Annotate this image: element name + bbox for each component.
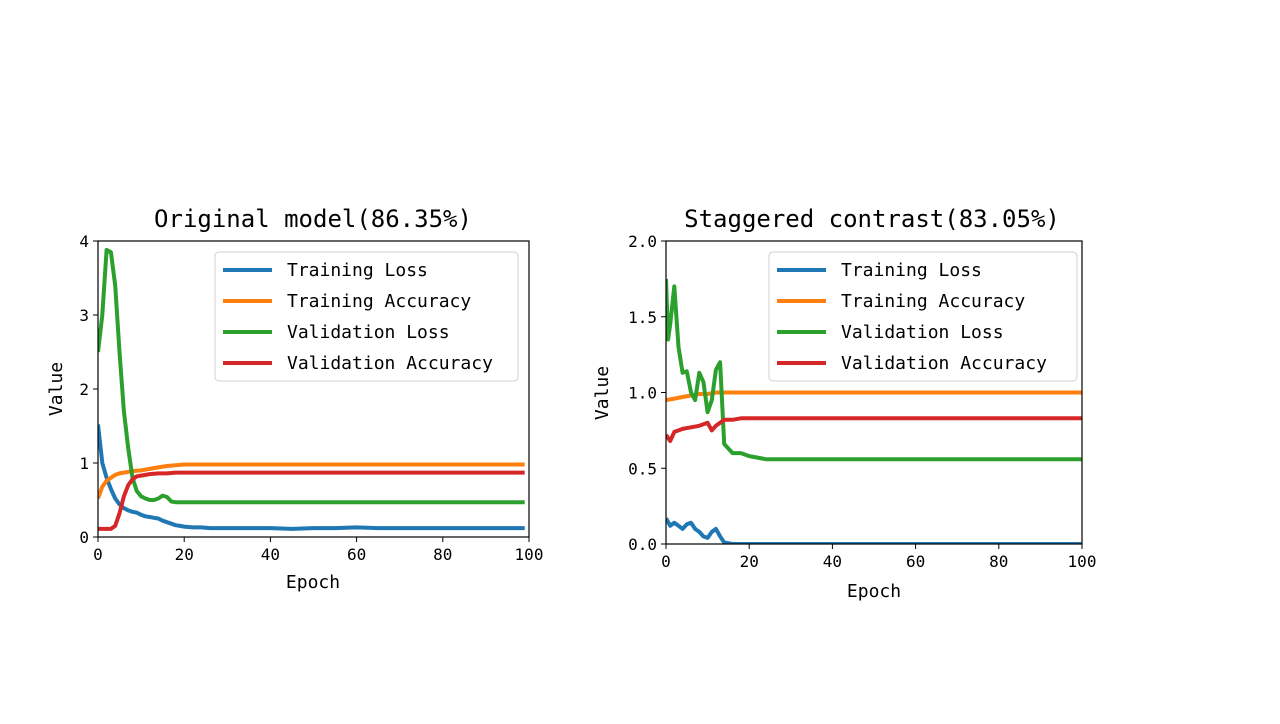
y-tick-label: 2 [79, 380, 89, 399]
x-tick-label: 20 [740, 552, 759, 571]
y-tick-label: 1.0 [628, 384, 657, 403]
chart-title: Staggered contrast(83.05%) [684, 205, 1060, 233]
x-tick-label: 20 [175, 545, 194, 564]
series-line-training-loss [98, 424, 525, 531]
legend: Training Loss Training Accuracy Validation… [768, 251, 1078, 382]
series-line-validation-accuracy [98, 470, 525, 531]
legend-entry: Validation Accuracy [287, 353, 493, 374]
y-tick-label: 3 [79, 306, 89, 325]
y-tick-label: 4 [79, 232, 89, 251]
legend-entry: Validation Accuracy [841, 353, 1047, 374]
series-line-training-loss [666, 517, 1082, 544]
x-tick-label: 100 [1068, 552, 1097, 571]
x-axis-label: Epoch [847, 581, 901, 602]
series-line-validation-loss [98, 247, 525, 505]
plot-area-frame [665, 240, 1083, 545]
y-tick-label: 2.0 [628, 232, 657, 251]
series-line-validation-loss [666, 278, 1082, 462]
x-tick-label: 80 [989, 552, 1008, 571]
x-tick-label: 40 [261, 545, 280, 564]
chart-staggered-contrast: Staggered contrast(83.05%) Epoch Value 0… [592, 205, 1096, 602]
legend: Training Loss Training Accuracy Validation… [214, 251, 519, 382]
chart-original-model: Original model(86.35%) Epoch Value 0 20 40… [46, 205, 543, 593]
x-tick-label: 0 [661, 552, 671, 571]
y-axis-label: Value [592, 366, 613, 420]
y-tick-label: 0 [79, 528, 89, 547]
y-tick-label: 0.5 [628, 459, 657, 478]
y-tick-label: 1.5 [628, 308, 657, 327]
chart-title: Original model(86.35%) [154, 205, 472, 233]
legend-entry: Validation Loss [841, 322, 1004, 343]
x-tick-label: 60 [347, 545, 366, 564]
legend-entry: Training Loss [287, 260, 428, 281]
x-tick-label: 0 [93, 545, 103, 564]
plot-area-frame [97, 240, 530, 538]
legend-entry: Training Accuracy [841, 291, 1025, 312]
series-line-training-accuracy [98, 462, 525, 500]
legend-box [768, 251, 1078, 382]
legend-entry: Training Loss [841, 260, 982, 281]
series-line-training-accuracy [666, 390, 1082, 403]
x-tick-label: 80 [433, 545, 452, 564]
x-tick-label: 100 [515, 545, 544, 564]
legend-box [214, 251, 519, 382]
y-tick-label: 1 [79, 454, 89, 473]
x-axis-label: Epoch [286, 572, 340, 593]
y-tick-label: 0.0 [628, 535, 657, 554]
series-line-validation-accuracy [666, 416, 1082, 443]
x-tick-label: 40 [823, 552, 842, 571]
legend-entry: Training Accuracy [287, 291, 471, 312]
legend-entry: Validation Loss [287, 322, 450, 343]
x-tick-label: 60 [906, 552, 925, 571]
y-axis-label: Value [46, 362, 67, 416]
